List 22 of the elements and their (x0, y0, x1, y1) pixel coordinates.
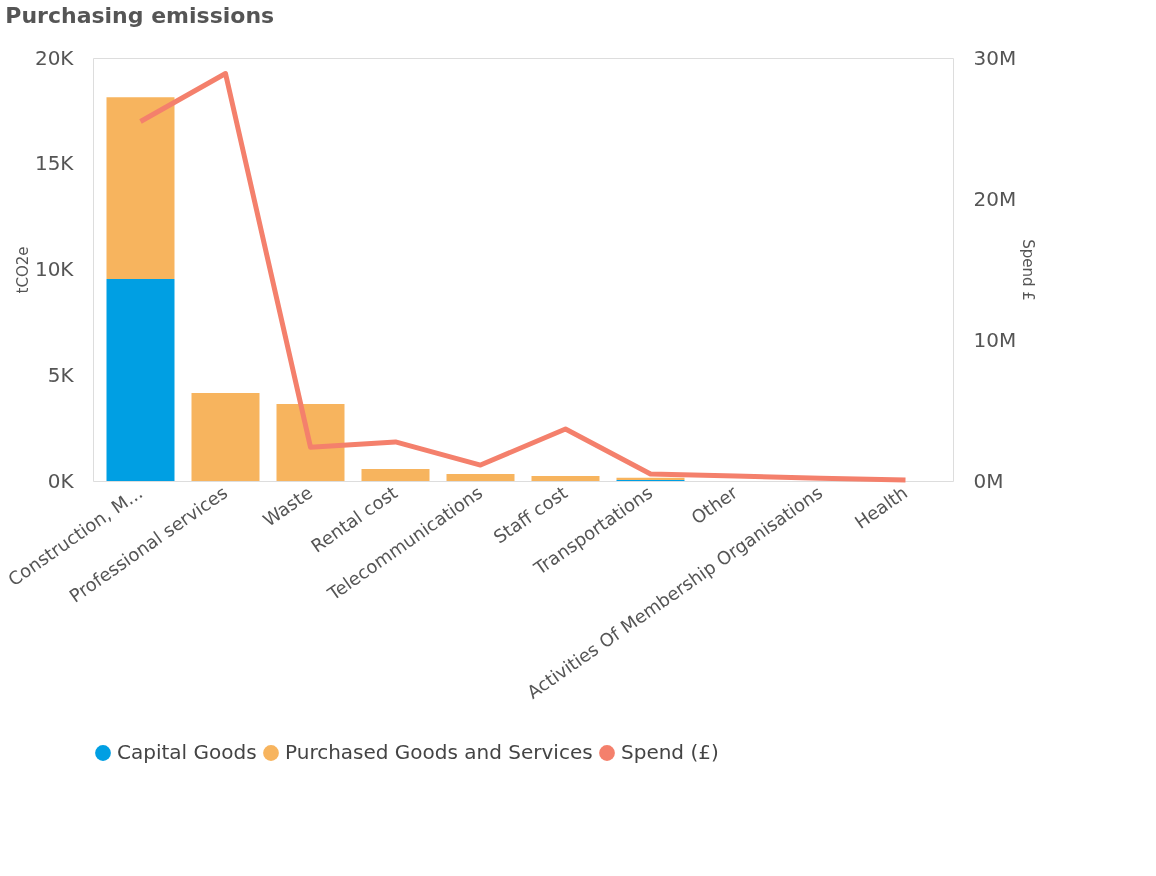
y2-tick-label: 0M (973, 468, 1004, 493)
bar (191, 393, 260, 481)
y-tick-label: 5K (47, 362, 75, 387)
y2-tick-label: 30M (973, 45, 1017, 70)
bar (531, 475, 600, 481)
y-tick-label: 0K (47, 468, 75, 493)
y-tick-label: 10K (34, 257, 75, 281)
chart-title: Purchasing emissions (5, 3, 275, 28)
bar (106, 97, 175, 280)
y2-tick-label: 20M (973, 186, 1017, 211)
legend-label: Spend (£) (621, 740, 719, 764)
bar (276, 404, 345, 481)
y2-tick-label: 10M (973, 327, 1017, 352)
y-tick-label: 15K (34, 151, 75, 176)
y-axis-title: tCO2e (13, 246, 32, 294)
bar (106, 279, 175, 481)
y-tick-label: 20K (34, 45, 75, 70)
y2-axis-title: Spend £ (1019, 239, 1038, 301)
legend-label: Purchased Goods and Services (285, 740, 593, 764)
bar (446, 474, 515, 481)
bar (361, 468, 430, 481)
legend-label: Capital Goods (117, 740, 257, 764)
